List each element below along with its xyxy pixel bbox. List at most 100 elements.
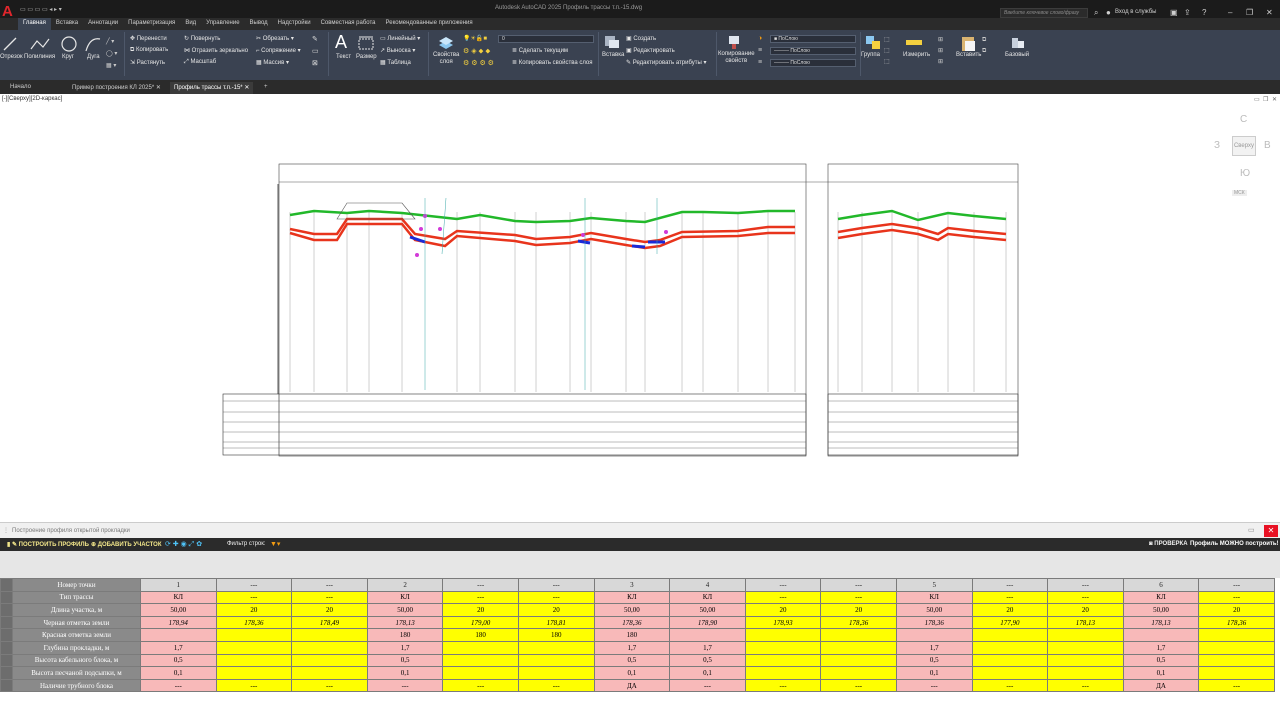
layer-properties-button[interactable]: Свойства слоя: [433, 52, 460, 65]
table-cell[interactable]: 20: [291, 603, 368, 617]
signin-button[interactable]: Вход в службы: [1115, 9, 1157, 15]
viewcube-top-face[interactable]: Сверху: [1232, 136, 1256, 156]
table-cell[interactable]: 0,5: [366, 653, 444, 668]
measure-button[interactable]: Измерить: [903, 52, 931, 58]
create-block-button[interactable]: ▣ Создать: [626, 36, 657, 42]
table-cell[interactable]: ---: [517, 590, 595, 605]
linetype-dropdown[interactable]: ——— ПоСлою: [770, 47, 856, 55]
color-dropdown[interactable]: ■ ПоСлою: [770, 35, 856, 43]
table-cell[interactable]: [517, 640, 595, 655]
layer-state-icons[interactable]: 💡☀🔓■: [463, 36, 487, 42]
base-view-icon[interactable]: [1010, 36, 1026, 50]
search-icon[interactable]: ⌕: [1094, 8, 1099, 17]
table-cell[interactable]: [1198, 653, 1275, 668]
paste-button[interactable]: Вставить: [956, 52, 982, 58]
array-button[interactable]: ▦ Массив ▾: [256, 60, 289, 66]
table-cell[interactable]: ДА: [593, 678, 671, 693]
table-header-row[interactable]: Номер точки 1 --- --- 2 --- --- 3 4 --- --- 5 --- ---…: [0, 578, 1275, 592]
edit-attributes-button[interactable]: ✎ Редактировать атрибуты ▾: [626, 60, 707, 66]
table-cell[interactable]: 180: [593, 628, 671, 642]
linetype-icon[interactable]: ≡: [758, 47, 763, 54]
table-cell[interactable]: 0,5: [140, 653, 217, 668]
group-small-icons[interactable]: ⬚ ⬚ ⬚: [884, 37, 890, 65]
line-icon[interactable]: [2, 36, 18, 52]
table-cell[interactable]: [744, 628, 822, 642]
lineweight-dropdown[interactable]: ——— ПоСлою: [770, 59, 856, 67]
table-cell[interactable]: 1,7: [895, 640, 973, 655]
table-cell[interactable]: 20: [820, 603, 897, 617]
table-cell[interactable]: 178,13: [1122, 615, 1200, 630]
table-cell[interactable]: [442, 640, 519, 655]
table-cell[interactable]: [744, 640, 822, 655]
table-cell[interactable]: [1198, 666, 1275, 680]
row-selector[interactable]: [0, 590, 13, 605]
table-cell[interactable]: [517, 666, 595, 680]
arc-icon[interactable]: [84, 35, 102, 53]
copy-layer-props-button[interactable]: ≣ Копировать свойства слоя: [512, 60, 593, 66]
table-cell[interactable]: [140, 628, 217, 642]
row-selector[interactable]: [0, 615, 13, 630]
table-cell[interactable]: 20: [517, 603, 595, 617]
table-cell[interactable]: 178,49: [291, 615, 368, 630]
arc-button[interactable]: Дуга: [87, 54, 100, 60]
table-cell[interactable]: [1198, 628, 1275, 642]
table-cell[interactable]: [1047, 640, 1124, 655]
lineweight-icon[interactable]: ≡: [758, 59, 763, 66]
color-wheel-icon[interactable]: ◑: [758, 35, 763, 42]
linear-dim-dropdown[interactable]: ▭ Линейный ▾: [380, 36, 421, 42]
utility-small-icons[interactable]: ⊞ ⊞ ⊞: [938, 37, 944, 65]
table-cell[interactable]: 178,94: [140, 615, 217, 630]
doc-tab-profile[interactable]: Профиль трассы т.п.-15* ✕: [170, 82, 254, 94]
table-cell[interactable]: 180: [442, 628, 519, 642]
match-properties-icon[interactable]: [726, 34, 742, 50]
table-row[interactable]: Черная отметка земли 178,94 178,36 178,49 17…: [0, 615, 1275, 630]
viewcube[interactable]: С З В Сверху Ю МСК: [1212, 114, 1272, 204]
build-profile-button[interactable]: ▮ ✎ ПОСТРОИТЬ ПРОФИЛЬ: [7, 542, 89, 548]
viewport-label[interactable]: [-][Сверху][2D-каркас]: [2, 96, 63, 102]
table-cell[interactable]: [669, 628, 746, 642]
table-cell[interactable]: [971, 640, 1049, 655]
table-cell[interactable]: 178,13: [1047, 615, 1124, 630]
tab-collaborate[interactable]: Совместная работа: [320, 20, 376, 26]
tab-annotate[interactable]: Аннотации: [88, 20, 119, 26]
layer-dropdown[interactable]: 0: [498, 35, 594, 43]
table-cell[interactable]: 178,81: [517, 615, 595, 630]
column-header[interactable]: ---: [820, 578, 897, 592]
table-row[interactable]: Глубина прокладки, м 1,7 1,7 1,7 1,7 1,7 1,7: [0, 640, 1275, 655]
viewport-minimize-icon[interactable]: ▭: [1254, 97, 1260, 103]
scale-button[interactable]: ⤢ Масштаб: [184, 59, 217, 65]
polyline-icon[interactable]: [30, 36, 50, 52]
table-cell[interactable]: [744, 653, 822, 668]
table-cell[interactable]: 20: [1047, 603, 1124, 617]
layer-tool-icons-2[interactable]: ⚙ ⚙ ⚙ ⚙: [463, 60, 494, 67]
row-selector[interactable]: [0, 653, 13, 668]
make-current-button[interactable]: ≣ Сделать текущим: [512, 48, 569, 54]
table-cell[interactable]: ---: [215, 590, 293, 605]
table-cell[interactable]: [971, 653, 1049, 668]
table-cell[interactable]: 1,7: [593, 640, 671, 655]
line-button[interactable]: Отрезок: [0, 54, 23, 60]
table-cell[interactable]: 178,36: [593, 615, 671, 630]
viewcube-east[interactable]: В: [1264, 140, 1271, 151]
column-header[interactable]: ---: [1047, 578, 1124, 592]
table-cell[interactable]: 0,1: [669, 666, 746, 680]
row-selector[interactable]: [0, 640, 13, 655]
tab-view[interactable]: Вид: [185, 20, 197, 26]
table-cell[interactable]: 0,5: [669, 653, 746, 668]
drawing-canvas[interactable]: [-][Сверху][2D-каркас] ▭ ❐ ✕ С З В Сверх…: [0, 94, 1280, 522]
column-header[interactable]: 4: [669, 578, 746, 592]
table-cell[interactable]: ---: [1198, 678, 1275, 693]
column-header[interactable]: 5: [895, 578, 973, 592]
base-view-button[interactable]: Базовый: [1005, 52, 1030, 58]
table-row[interactable]: Красная отметка земли 180 180 180 180: [0, 628, 1275, 642]
tab-home[interactable]: Главная: [18, 18, 51, 30]
table-cell[interactable]: 1,7: [669, 640, 746, 655]
check-button[interactable]: ◙ ПРОВЕРКА: [1149, 541, 1188, 547]
table-cell[interactable]: 20: [971, 603, 1049, 617]
table-cell[interactable]: ---: [744, 678, 822, 693]
table-cell[interactable]: ---: [820, 590, 897, 605]
table-cell[interactable]: [1047, 666, 1124, 680]
table-cell[interactable]: [215, 628, 293, 642]
text-button[interactable]: Текст: [336, 54, 352, 60]
modify-extra-icons[interactable]: ✎ ▭ ⊠: [312, 36, 319, 67]
